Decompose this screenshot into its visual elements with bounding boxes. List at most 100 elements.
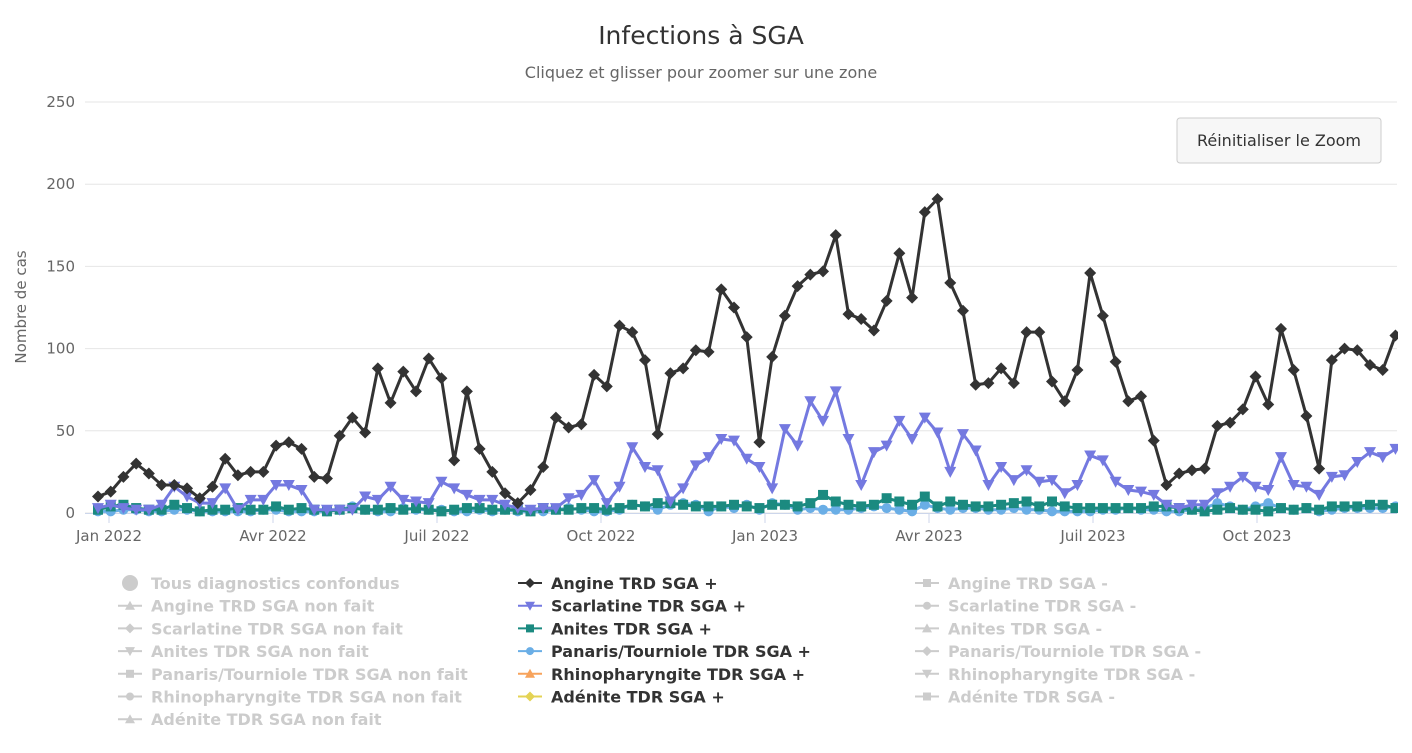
data-point[interactable] (729, 499, 739, 510)
data-point[interactable] (778, 309, 791, 322)
data-point[interactable] (627, 499, 638, 510)
data-point[interactable] (1287, 480, 1300, 492)
data-point[interactable] (1274, 452, 1287, 464)
data-point[interactable] (282, 480, 295, 492)
legend-item[interactable]: Anites TDR SGA non fait (118, 642, 369, 661)
data-point[interactable] (804, 268, 817, 281)
data-point[interactable] (613, 319, 626, 332)
data-point[interactable] (944, 276, 957, 289)
data-point[interactable] (702, 345, 715, 358)
series-angine-trd-sga-[interactable] (92, 192, 1401, 510)
data-point[interactable] (1313, 462, 1326, 475)
data-point[interactable] (270, 439, 283, 452)
data-point[interactable] (970, 501, 981, 512)
data-point[interactable] (919, 499, 930, 510)
legend-item[interactable]: Panaris/Tourniole TDR SGA non fait (118, 665, 468, 684)
data-point[interactable] (1058, 488, 1071, 500)
legend-item[interactable]: Scarlatine TDR SGA - (915, 597, 1136, 616)
data-point[interactable] (1224, 481, 1237, 493)
data-point[interactable] (1033, 326, 1046, 339)
data-point[interactable] (1109, 476, 1122, 488)
data-point[interactable] (155, 499, 168, 511)
data-point[interactable] (1365, 499, 1375, 510)
data-point[interactable] (817, 265, 830, 278)
data-point[interactable] (830, 504, 841, 515)
data-point[interactable] (766, 350, 779, 363)
data-point[interactable] (638, 354, 651, 367)
data-point[interactable] (805, 498, 816, 509)
data-point[interactable] (996, 499, 1007, 510)
data-point[interactable] (689, 460, 702, 472)
data-point[interactable] (843, 499, 854, 510)
data-point[interactable] (677, 483, 690, 495)
data-point[interactable] (880, 294, 893, 307)
data-point[interactable] (563, 504, 574, 515)
data-point[interactable] (1007, 475, 1020, 487)
data-point[interactable] (1008, 498, 1019, 509)
data-point[interactable] (575, 418, 588, 431)
data-point[interactable] (677, 362, 690, 375)
data-point[interactable] (346, 411, 359, 424)
data-point[interactable] (359, 491, 372, 503)
data-point[interactable] (881, 493, 892, 504)
data-point[interactable] (1250, 504, 1261, 515)
data-point[interactable] (1046, 375, 1058, 388)
legend-item[interactable]: Angine TRD SGA + (518, 574, 718, 593)
data-point[interactable] (995, 461, 1008, 473)
data-point[interactable] (1339, 501, 1350, 512)
data-point[interactable] (588, 368, 601, 381)
data-point[interactable] (117, 503, 130, 515)
data-point[interactable] (219, 483, 232, 495)
data-point[interactable] (995, 362, 1008, 375)
data-point[interactable] (792, 501, 803, 512)
data-point[interactable] (1173, 503, 1186, 515)
data-point[interactable] (1364, 447, 1376, 459)
legend-item[interactable]: Angine TRD SGA - (915, 574, 1108, 593)
data-point[interactable] (410, 385, 422, 398)
legend-item[interactable]: Tous diagnostics confondus (122, 574, 400, 593)
data-point[interactable] (753, 436, 766, 449)
data-point[interactable] (1160, 479, 1173, 492)
data-point[interactable] (169, 499, 180, 510)
data-point[interactable] (308, 504, 321, 516)
data-point[interactable] (333, 504, 346, 516)
data-point[interactable] (715, 283, 728, 296)
data-point[interactable] (435, 476, 448, 488)
data-point[interactable] (830, 496, 841, 507)
legend-item[interactable]: Adénite TDR SGA - (915, 688, 1115, 707)
data-point[interactable] (1160, 499, 1173, 511)
data-point[interactable] (1122, 395, 1135, 408)
data-point[interactable] (194, 506, 205, 517)
data-point[interactable] (562, 493, 575, 505)
data-point[interactable] (257, 465, 270, 478)
data-point[interactable] (982, 480, 995, 492)
legend-item[interactable]: Rhinopharyngite TDR SGA - (915, 665, 1195, 684)
legend-item[interactable]: Panaris/Tourniole TDR SGA - (915, 642, 1201, 661)
data-point[interactable] (130, 457, 143, 470)
data-point[interactable] (779, 499, 790, 510)
data-point[interactable] (460, 489, 473, 501)
data-point[interactable] (295, 484, 308, 496)
data-point[interactable] (614, 503, 625, 514)
data-point[interactable] (1021, 496, 1032, 507)
data-point[interactable] (638, 461, 651, 473)
data-point[interactable] (1110, 503, 1121, 514)
data-point[interactable] (1262, 398, 1275, 411)
data-point[interactable] (867, 324, 880, 337)
reset-zoom-button[interactable]: Réinitialiser le Zoom (1176, 117, 1382, 164)
data-point[interactable] (244, 494, 257, 506)
data-point[interactable] (817, 415, 830, 427)
data-point[interactable] (371, 494, 384, 506)
data-point[interactable] (767, 499, 778, 510)
data-point[interactable] (104, 499, 117, 511)
data-point[interactable] (384, 396, 397, 409)
data-point[interactable] (1338, 470, 1351, 482)
data-point[interactable] (1198, 499, 1211, 511)
data-point[interactable] (957, 499, 968, 510)
data-point[interactable] (270, 480, 283, 492)
data-point[interactable] (829, 229, 842, 242)
data-point[interactable] (283, 504, 294, 515)
data-point[interactable] (182, 503, 193, 514)
data-point[interactable] (1211, 419, 1224, 432)
data-point[interactable] (778, 424, 791, 436)
